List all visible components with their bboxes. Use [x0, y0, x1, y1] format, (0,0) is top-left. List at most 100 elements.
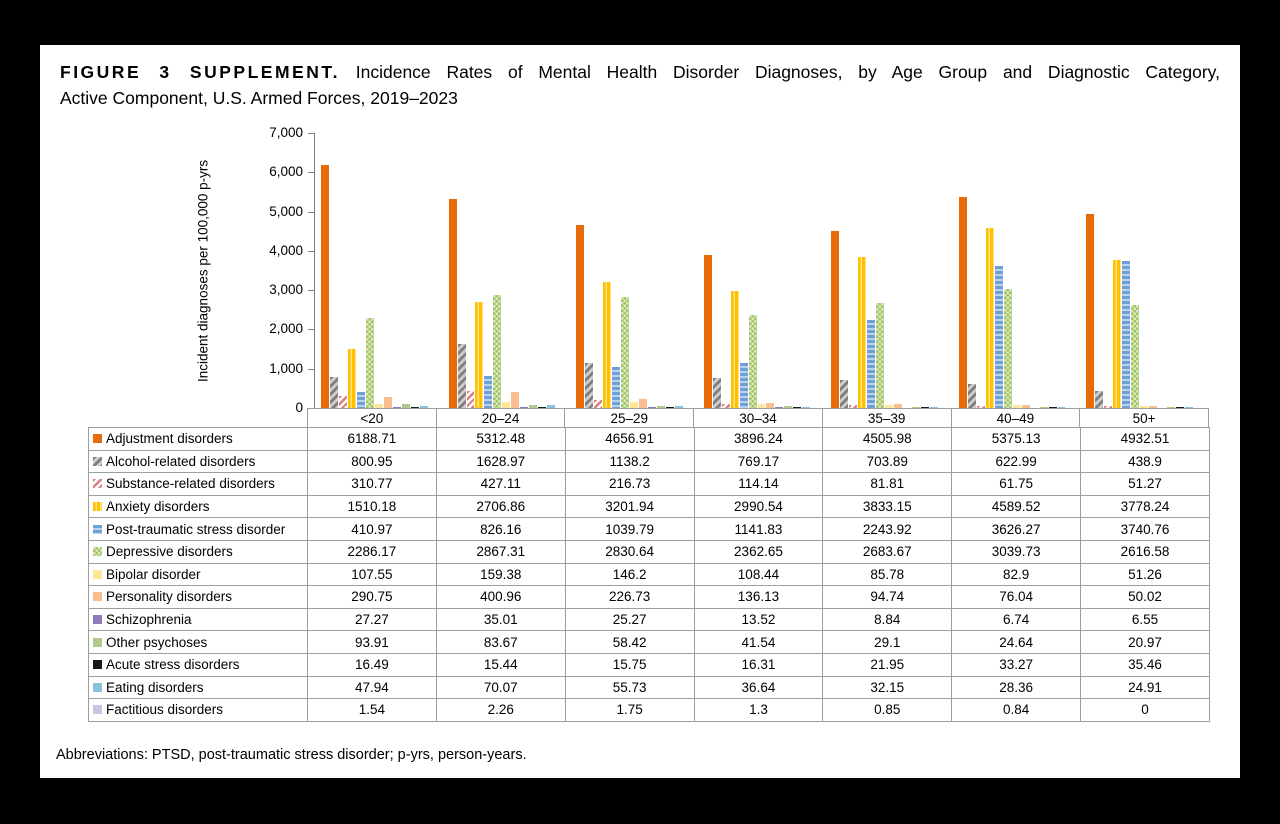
legend-entry: Anxiety disorders	[93, 499, 307, 514]
legend-entry: Factitious disorders	[93, 702, 307, 717]
bar	[665, 407, 674, 408]
bar	[775, 407, 784, 408]
bar	[912, 406, 920, 408]
bar	[703, 254, 712, 408]
bar	[1104, 406, 1113, 408]
legend-swatch	[93, 434, 102, 444]
y-tick-label: 1,000	[269, 360, 303, 376]
table-row: Depressive disorders 2286.17 2867.31 2830.6…	[88, 539, 1210, 564]
bar	[784, 406, 793, 408]
bar	[730, 290, 739, 408]
figure-title-line1: FIGURE 3 SUPPLEMENT. Incidence Rates of …	[60, 59, 1220, 85]
value-cell: 1138.2	[564, 449, 695, 474]
value-cell: 4505.98	[822, 427, 953, 451]
bar	[849, 404, 858, 408]
bar	[1048, 406, 1057, 408]
y-tick-label: 5,000	[269, 203, 303, 219]
value-cell: 1628.97	[435, 449, 566, 474]
value-cell: 70.07	[435, 675, 566, 700]
legend-label: Schizophrenia	[106, 612, 192, 628]
bar	[1185, 407, 1194, 408]
legend-label: Post-traumatic stress disorder	[106, 521, 286, 537]
bar	[638, 399, 647, 408]
bar	[538, 407, 547, 408]
legend-cell: Bipolar disorder	[88, 562, 308, 587]
bar	[967, 383, 976, 408]
bar	[1057, 406, 1066, 408]
bar	[576, 225, 585, 408]
bar	[858, 257, 867, 408]
plot-area	[315, 133, 1208, 408]
value-cell: 61.75	[951, 472, 1082, 496]
bar	[894, 404, 903, 408]
bar	[766, 402, 775, 408]
value-cell: 35.01	[435, 607, 566, 632]
legend-label: Depressive disorders	[106, 544, 233, 560]
y-tick-mark	[308, 290, 314, 292]
legend-entry: Schizophrenia	[93, 612, 307, 627]
y-tick-mark	[308, 211, 314, 213]
value-cell: 93.91	[307, 630, 437, 654]
value-cell: 2683.67	[822, 539, 953, 564]
legend-swatch	[93, 615, 102, 625]
value-cell: 3626.27	[951, 517, 1082, 541]
value-cell: 32.15	[822, 675, 953, 700]
bar	[493, 295, 502, 408]
legend-cell: Post-traumatic stress disorder	[88, 517, 308, 541]
value-cell: 27.27	[307, 607, 437, 632]
legend-label: Acute stress disorders	[106, 657, 240, 673]
figure-title: FIGURE 3 SUPPLEMENT. Incidence Rates of …	[60, 59, 1220, 111]
legend-cell: Acute stress disorders	[88, 652, 308, 677]
value-cell: 800.95	[307, 449, 437, 474]
y-tick-label: 0	[295, 400, 303, 415]
bar	[831, 230, 840, 408]
value-cell: 58.42	[564, 630, 695, 654]
table-row: Factitious disorders 1.54 2.26 1.75 1.3 0.85 0…	[88, 698, 1210, 722]
bar	[885, 404, 894, 408]
legend-label: Personality disorders	[106, 589, 233, 605]
legend-cell: Factitious disorders	[88, 698, 308, 722]
bar	[1003, 288, 1012, 408]
table-row: Anxiety disorders 1510.18 2706.86 3201.94 29…	[88, 494, 1210, 519]
legend-entry: Bipolar disorder	[93, 567, 307, 582]
bar	[547, 405, 556, 408]
bar	[867, 319, 876, 408]
bar	[1086, 214, 1095, 408]
value-cell: 769.17	[693, 449, 824, 474]
bar	[721, 403, 730, 408]
value-cell: 146.2	[564, 562, 695, 587]
bar-group	[1080, 133, 1208, 408]
legend-swatch	[93, 705, 102, 715]
value-cell: 159.38	[435, 562, 566, 587]
bar	[329, 376, 338, 408]
bar	[757, 403, 766, 408]
legend-swatch	[93, 569, 102, 579]
legend-cell: Personality disorders	[88, 585, 308, 609]
value-cell: 50.02	[1080, 585, 1210, 609]
bar	[840, 380, 849, 408]
value-cell: 33.27	[951, 652, 1082, 677]
y-axis-label: Incident diagnoses per 100,000 p-yrs	[195, 159, 211, 383]
bar	[1149, 406, 1158, 408]
table-row: Acute stress disorders 16.49 15.44 15.75 16.…	[88, 652, 1210, 677]
value-cell: 51.26	[1080, 562, 1210, 587]
bar	[994, 265, 1003, 408]
value-cell: 4656.91	[564, 427, 695, 451]
value-cell: 5312.48	[435, 427, 566, 451]
bar	[356, 391, 365, 408]
value-cell: 13.52	[693, 607, 824, 632]
y-tick-mark	[308, 133, 314, 134]
legend-swatch	[93, 502, 102, 512]
bar	[674, 405, 683, 408]
value-cell: 76.04	[951, 585, 1082, 609]
legend-cell: Anxiety disorders	[88, 494, 308, 519]
value-cell: 82.9	[951, 562, 1082, 587]
legend-swatch	[93, 456, 102, 466]
bar	[365, 318, 374, 408]
y-tick-label: 7,000	[269, 125, 303, 140]
bar	[585, 363, 594, 408]
value-cell: 2243.92	[822, 517, 953, 541]
value-cell: 400.96	[435, 585, 566, 609]
age-group-header-row: <20 20–24 25–29 30–34 35–39 40–49 50+	[307, 408, 1209, 428]
bar	[712, 377, 721, 408]
